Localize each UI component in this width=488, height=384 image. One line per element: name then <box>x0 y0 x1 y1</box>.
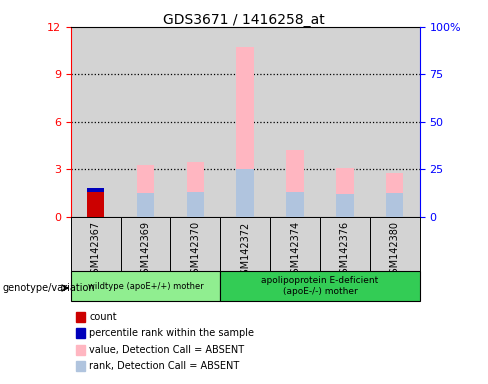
Text: GSM142376: GSM142376 <box>340 221 350 280</box>
Bar <box>220 27 270 217</box>
Bar <box>270 217 320 271</box>
Bar <box>320 27 370 217</box>
Text: percentile rank within the sample: percentile rank within the sample <box>89 328 254 338</box>
Text: GSM142372: GSM142372 <box>240 221 250 280</box>
Bar <box>370 217 420 271</box>
Bar <box>186 162 204 217</box>
Bar <box>121 217 170 271</box>
Bar <box>286 151 304 217</box>
Bar <box>170 217 220 271</box>
Text: rank, Detection Call = ABSENT: rank, Detection Call = ABSENT <box>89 361 240 371</box>
Text: GSM142380: GSM142380 <box>390 221 400 280</box>
Text: value, Detection Call = ABSENT: value, Detection Call = ABSENT <box>89 345 244 355</box>
Bar <box>71 27 121 217</box>
Bar <box>170 27 220 217</box>
Text: GSM142367: GSM142367 <box>91 221 101 280</box>
Bar <box>237 48 254 217</box>
Bar <box>87 188 104 192</box>
Bar <box>220 217 270 271</box>
Bar <box>137 165 154 217</box>
Bar <box>87 192 104 217</box>
Bar <box>270 27 320 217</box>
Text: count: count <box>89 312 117 322</box>
Text: apolipoprotein E-deficient
(apoE-/-) mother: apolipoprotein E-deficient (apoE-/-) mot… <box>262 276 379 296</box>
Bar <box>121 27 170 217</box>
Bar <box>71 271 220 301</box>
Bar <box>220 271 420 301</box>
Text: GSM142374: GSM142374 <box>290 221 300 280</box>
Bar <box>137 193 154 217</box>
Text: GDS3671 / 1416258_at: GDS3671 / 1416258_at <box>163 13 325 27</box>
Bar <box>386 193 404 217</box>
Bar <box>386 173 404 217</box>
Bar <box>336 194 354 217</box>
Text: wildtype (apoE+/+) mother: wildtype (apoE+/+) mother <box>88 281 203 291</box>
Text: GSM142369: GSM142369 <box>141 221 150 280</box>
Text: GSM142370: GSM142370 <box>190 221 201 280</box>
Bar <box>237 169 254 217</box>
Bar <box>336 168 354 217</box>
Bar <box>186 192 204 217</box>
Bar <box>320 217 370 271</box>
Text: genotype/variation: genotype/variation <box>2 283 95 293</box>
Bar <box>370 27 420 217</box>
Bar <box>286 192 304 217</box>
Bar <box>71 217 121 271</box>
